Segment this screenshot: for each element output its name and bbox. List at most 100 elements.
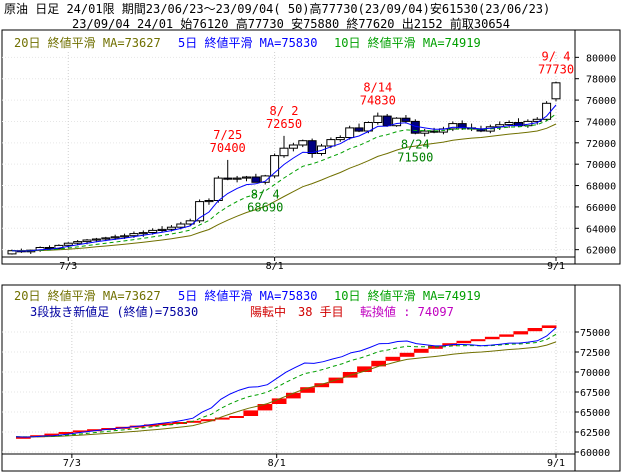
annotation-value: 77730 [538, 63, 574, 77]
annotation-date: 8/ 4 [251, 187, 280, 201]
x-tick-label: 8/1 [268, 458, 286, 469]
candle-down [401, 117, 411, 122]
y-tick-label: 70000 [586, 160, 616, 171]
candle-up [420, 130, 430, 134]
new-price-bar [513, 331, 529, 335]
new-price-bar [44, 433, 60, 436]
y-tick-label: 68000 [586, 182, 616, 193]
new-price-bar [243, 410, 259, 416]
upper-x-axis: 7/3 8/1 9/1 [59, 257, 565, 272]
candle-up [166, 226, 176, 230]
x-tick-label: 9/1 [547, 458, 565, 469]
candle-down [429, 130, 439, 133]
candle-up [63, 242, 73, 246]
candle-down [307, 140, 317, 154]
lower-info-label: 3段抜き新値足 (終値)=75830 [30, 304, 198, 319]
new-price-bar [200, 419, 216, 422]
candle-up [504, 122, 514, 126]
annotation-value: 68690 [247, 200, 283, 214]
y-tick-label: 62000 [586, 246, 616, 257]
new-price-bar [257, 404, 273, 411]
candle-up [260, 175, 270, 183]
candle-up [129, 233, 139, 237]
x-tick-label: 7/3 [59, 261, 77, 272]
new-price-bar [58, 432, 74, 434]
candle-up [373, 115, 383, 123]
header-line1: 原油 日足 24/01限 期間23/06/23～23/09/04( 50)高77… [4, 1, 550, 16]
upper-legend-ma10: 10日 終値平滑 MA=74919 [334, 35, 481, 50]
candle-up [279, 147, 289, 157]
y-tick-label: 67500 [580, 388, 610, 399]
candle-down [45, 247, 54, 250]
y-tick-label: 76000 [586, 96, 616, 107]
y-tick-label: 80000 [586, 53, 616, 64]
x-tick-label: 8/1 [266, 261, 284, 272]
y-tick-label: 66000 [586, 203, 616, 214]
annotation-date: 8/14 [363, 81, 392, 95]
lower-legend-ma10: 10日 終値平滑 MA=74919 [334, 288, 481, 303]
y-tick-label: 64000 [586, 224, 616, 235]
candle-up [326, 139, 336, 147]
new-price-bar [413, 348, 429, 353]
new-price-bar [300, 387, 315, 393]
y-tick-label: 60000 [580, 448, 610, 459]
candle-up [213, 177, 223, 202]
candle-up [542, 102, 552, 120]
new-price-bar [456, 340, 472, 344]
y-tick-label: 72000 [586, 139, 616, 150]
candle-up [270, 155, 280, 177]
lower-legend-ma20: 20日 終値平滑 MA=73627 [14, 288, 161, 303]
new-price-bar [399, 352, 415, 357]
candle-up [73, 241, 83, 244]
annotation-date: 8/24 [401, 137, 430, 151]
candle-up [551, 82, 561, 100]
y-tick-label: 70000 [580, 368, 610, 379]
new-price-bar [442, 343, 457, 346]
new-price-bar [214, 417, 230, 420]
candle-up [345, 127, 355, 139]
candle-up [298, 140, 308, 146]
y-tick-label: 65000 [580, 408, 610, 419]
x-tick-label: 9/1 [547, 261, 565, 272]
new-price-bar [357, 366, 372, 372]
lower-y-axis: 60000 62500 65000 67500 70000 72500 75000 [575, 328, 610, 459]
candle-up [242, 176, 251, 179]
upper-ma-lines [11, 104, 557, 252]
candle-up [288, 144, 298, 149]
candle-up [138, 232, 148, 235]
new-price-bar [484, 336, 500, 340]
new-price-bar [385, 356, 401, 361]
annotation-value: 71500 [397, 150, 433, 164]
lower-legend-ma5: 5日 終値平滑 MA=75830 [178, 288, 317, 303]
y-tick-label: 62500 [580, 428, 610, 439]
candle-up [120, 235, 130, 238]
candle-down [354, 127, 364, 132]
candle-down [251, 176, 261, 183]
ma10-line [11, 113, 557, 252]
new-price-bar [72, 430, 88, 433]
lower-x-axis: 7/3 8/1 9/1 [63, 454, 565, 469]
new-price-bar [186, 420, 202, 423]
candle-up [392, 117, 402, 127]
ma20-line [11, 123, 557, 252]
ma10-line [15, 333, 557, 438]
new-price-bar [314, 383, 330, 388]
new-price-bar [16, 436, 31, 439]
candle-up [176, 223, 186, 228]
upper-legend-ma20: 20日 終値平滑 MA=73627 [14, 35, 161, 50]
candle-up [91, 238, 101, 241]
y-tick-label: 74000 [586, 117, 616, 128]
header-line2: 23/09/04 24/01 始76120 高77730 安75880 終776… [72, 16, 510, 31]
upper-y-axis: 62000 64000 66000 68000 70000 72000 74000 76000… [575, 53, 616, 257]
candle-down [410, 120, 420, 134]
annotation-value: 72650 [266, 117, 302, 131]
candle-up [148, 229, 158, 233]
annotation-date: 7/25 [213, 128, 242, 142]
new-price-bar [87, 429, 102, 432]
candle-up [317, 145, 326, 154]
candle-up [335, 137, 345, 141]
candle-up [101, 237, 111, 240]
new-price-bar [158, 423, 173, 426]
